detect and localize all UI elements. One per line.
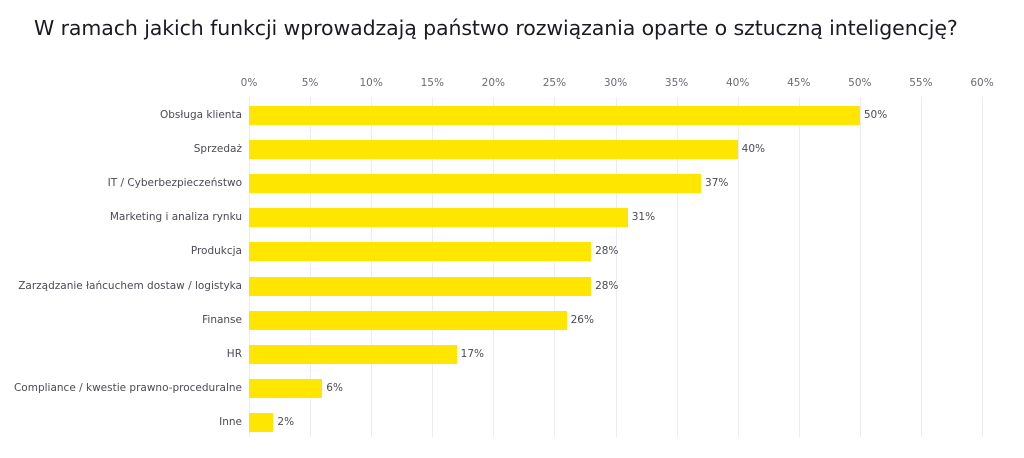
- bar: [249, 345, 457, 364]
- gridline: [738, 97, 739, 437]
- gridline: [432, 97, 433, 437]
- value-label: 37%: [705, 177, 729, 189]
- bar: [249, 311, 567, 330]
- x-tick-label: 5%: [301, 77, 319, 89]
- value-label: 2%: [277, 416, 295, 428]
- x-tick-label: 10%: [359, 77, 383, 89]
- bar: [249, 379, 323, 398]
- x-tick-label: 55%: [909, 77, 933, 89]
- x-tick-label: 30%: [603, 77, 628, 89]
- gridline: [249, 97, 250, 437]
- bar: [249, 174, 702, 193]
- category-label: Sprzedaż: [193, 143, 242, 155]
- gridline: [677, 97, 678, 437]
- value-label: 50%: [863, 109, 888, 121]
- bar: [249, 106, 860, 125]
- value-label: 31%: [631, 211, 656, 223]
- x-tick-label: 45%: [787, 77, 811, 89]
- bar: [249, 277, 592, 296]
- x-tick-label: 15%: [420, 77, 444, 89]
- category-label: Inne: [219, 416, 242, 428]
- category-label: IT / Cyberbezpieczeństwo: [107, 177, 242, 189]
- x-tick-label: 50%: [848, 77, 872, 89]
- category-label: Finanse: [202, 314, 242, 326]
- bar: [249, 208, 628, 227]
- x-tick-label: 40%: [725, 77, 750, 89]
- value-label: 6%: [326, 382, 343, 394]
- gridline: [860, 97, 861, 437]
- bar: [249, 242, 592, 261]
- x-tick-label: 20%: [481, 77, 505, 89]
- value-label: 28%: [595, 245, 619, 257]
- x-tick-label: 25%: [542, 77, 567, 89]
- gridline: [371, 97, 372, 437]
- category-label: Zarządzanie łańcuchem dostaw / logistyka: [18, 280, 242, 292]
- x-tick-label: 60%: [970, 77, 994, 89]
- gridline: [799, 97, 800, 437]
- x-tick-label: 0%: [240, 77, 258, 89]
- gridline: [554, 97, 555, 437]
- value-label: 26%: [570, 314, 594, 326]
- category-label: Produkcja: [190, 245, 242, 257]
- bar: [249, 413, 274, 432]
- value-label: 17%: [460, 348, 485, 360]
- category-label: Obsługa klienta: [159, 109, 242, 121]
- gridline: [982, 97, 983, 437]
- gridline: [310, 97, 311, 437]
- gridline: [493, 97, 494, 437]
- category-label: Compliance / kwestie prawno-proceduralne: [13, 382, 242, 394]
- bar: [249, 140, 738, 159]
- x-tick-label: 35%: [664, 77, 689, 89]
- value-label: 28%: [595, 280, 619, 292]
- value-label: 40%: [741, 143, 765, 155]
- gridline: [921, 97, 922, 437]
- category-label: HR: [226, 348, 242, 360]
- gridline: [616, 97, 617, 437]
- category-label: Marketing i analiza rynku: [109, 211, 242, 223]
- chart-title: W ramach jakich funkcji wprowadzają pańs…: [34, 16, 958, 40]
